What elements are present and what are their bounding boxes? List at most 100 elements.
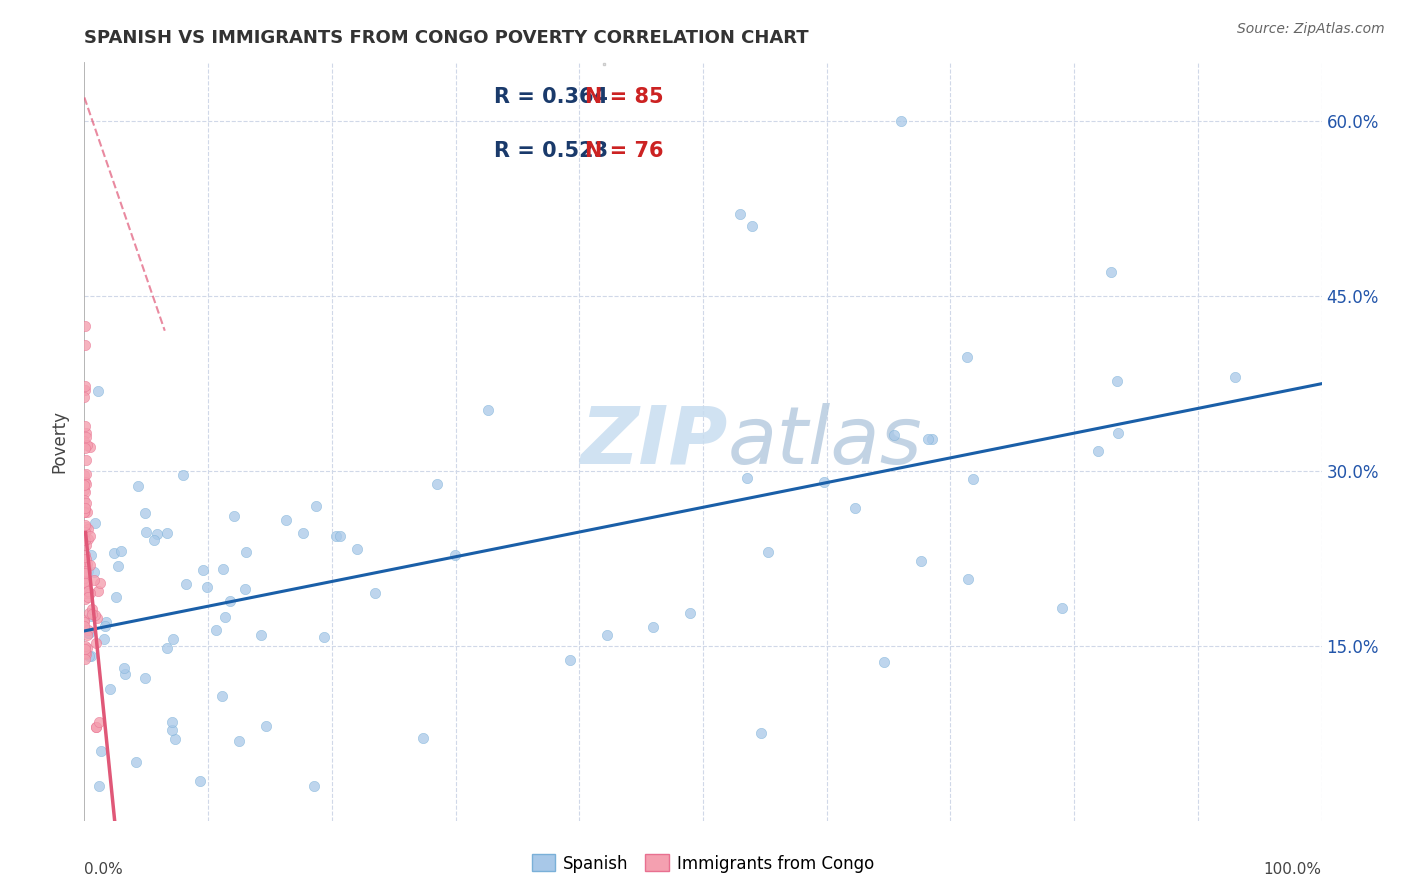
Point xyxy=(204,624,226,638)
Point xyxy=(910,554,932,568)
Text: R = 0.523: R = 0.523 xyxy=(494,141,607,161)
Point xyxy=(73,504,96,518)
Point xyxy=(477,403,499,417)
Point xyxy=(134,507,156,521)
Point xyxy=(75,495,97,509)
Point xyxy=(844,501,866,516)
Point xyxy=(1099,265,1122,279)
Point xyxy=(212,561,235,575)
Point xyxy=(76,584,98,599)
Point xyxy=(110,544,132,558)
Point xyxy=(363,586,385,600)
Point xyxy=(444,548,467,562)
Point xyxy=(86,611,108,625)
Point xyxy=(219,594,242,608)
Point xyxy=(77,649,100,664)
Point xyxy=(75,538,97,552)
Point xyxy=(75,647,97,661)
Point xyxy=(75,652,97,666)
Point xyxy=(75,520,97,534)
Point xyxy=(79,609,101,624)
Point xyxy=(235,544,257,558)
Point xyxy=(224,509,246,524)
Point xyxy=(77,606,100,620)
Point xyxy=(156,525,179,540)
Point xyxy=(86,583,108,598)
Point xyxy=(82,607,104,622)
Point xyxy=(235,582,257,597)
Point xyxy=(73,434,96,448)
Point xyxy=(728,207,751,221)
Point xyxy=(756,544,779,558)
Point xyxy=(73,475,96,489)
Point xyxy=(114,667,136,681)
Point xyxy=(79,558,101,572)
Point xyxy=(735,471,758,485)
Point xyxy=(73,592,96,607)
Point xyxy=(87,384,110,398)
Point xyxy=(142,533,165,548)
Text: SPANISH VS IMMIGRANTS FROM CONGO POVERTY CORRELATION CHART: SPANISH VS IMMIGRANTS FROM CONGO POVERTY… xyxy=(84,29,808,47)
Point xyxy=(595,627,617,641)
Point xyxy=(73,614,96,628)
Point xyxy=(79,528,101,542)
Point xyxy=(77,591,100,605)
Point xyxy=(188,774,211,789)
Point xyxy=(76,506,98,520)
Point xyxy=(73,506,96,520)
Point xyxy=(86,720,108,734)
Point xyxy=(73,500,96,515)
Text: ZIP: ZIP xyxy=(581,402,728,481)
Point xyxy=(125,756,148,770)
Point xyxy=(73,566,96,580)
Legend: Spanish, Immigrants from Congo: Spanish, Immigrants from Congo xyxy=(524,847,882,880)
Point xyxy=(73,524,96,539)
Point xyxy=(127,479,149,493)
Point xyxy=(73,467,96,482)
Point xyxy=(749,726,772,740)
Point xyxy=(1050,601,1073,615)
Point xyxy=(76,623,98,637)
Point xyxy=(174,577,197,591)
Point xyxy=(73,383,96,397)
Text: atlas: atlas xyxy=(728,402,922,481)
Point xyxy=(917,432,939,446)
Point xyxy=(76,628,98,642)
Point xyxy=(75,559,97,574)
Text: 0.0%: 0.0% xyxy=(84,863,124,878)
Point xyxy=(84,608,107,623)
Point xyxy=(73,379,96,393)
Point xyxy=(87,779,110,793)
Point xyxy=(75,641,97,656)
Point xyxy=(254,719,277,733)
Point xyxy=(160,723,183,737)
Point xyxy=(84,720,107,734)
Point xyxy=(73,618,96,632)
Point xyxy=(412,731,434,746)
Point xyxy=(426,477,449,491)
Point xyxy=(73,493,96,508)
Point xyxy=(921,432,943,446)
Point xyxy=(641,620,664,634)
Point xyxy=(98,682,121,697)
Text: N = 85: N = 85 xyxy=(585,87,664,106)
Point xyxy=(75,552,97,566)
Point xyxy=(79,649,101,664)
Point xyxy=(73,441,96,455)
Point xyxy=(73,517,96,532)
Point xyxy=(79,440,101,454)
Point xyxy=(162,632,184,646)
Point xyxy=(79,586,101,600)
Point xyxy=(73,483,96,497)
Point xyxy=(107,559,129,574)
Point xyxy=(75,646,97,660)
Point xyxy=(228,734,250,748)
Point xyxy=(73,566,96,580)
Point xyxy=(73,484,96,499)
Text: 100.0%: 100.0% xyxy=(1264,863,1322,878)
Point xyxy=(82,602,104,616)
Text: R = 0.364: R = 0.364 xyxy=(494,87,607,106)
Point xyxy=(741,219,763,233)
Point xyxy=(890,113,912,128)
Point xyxy=(77,564,100,578)
